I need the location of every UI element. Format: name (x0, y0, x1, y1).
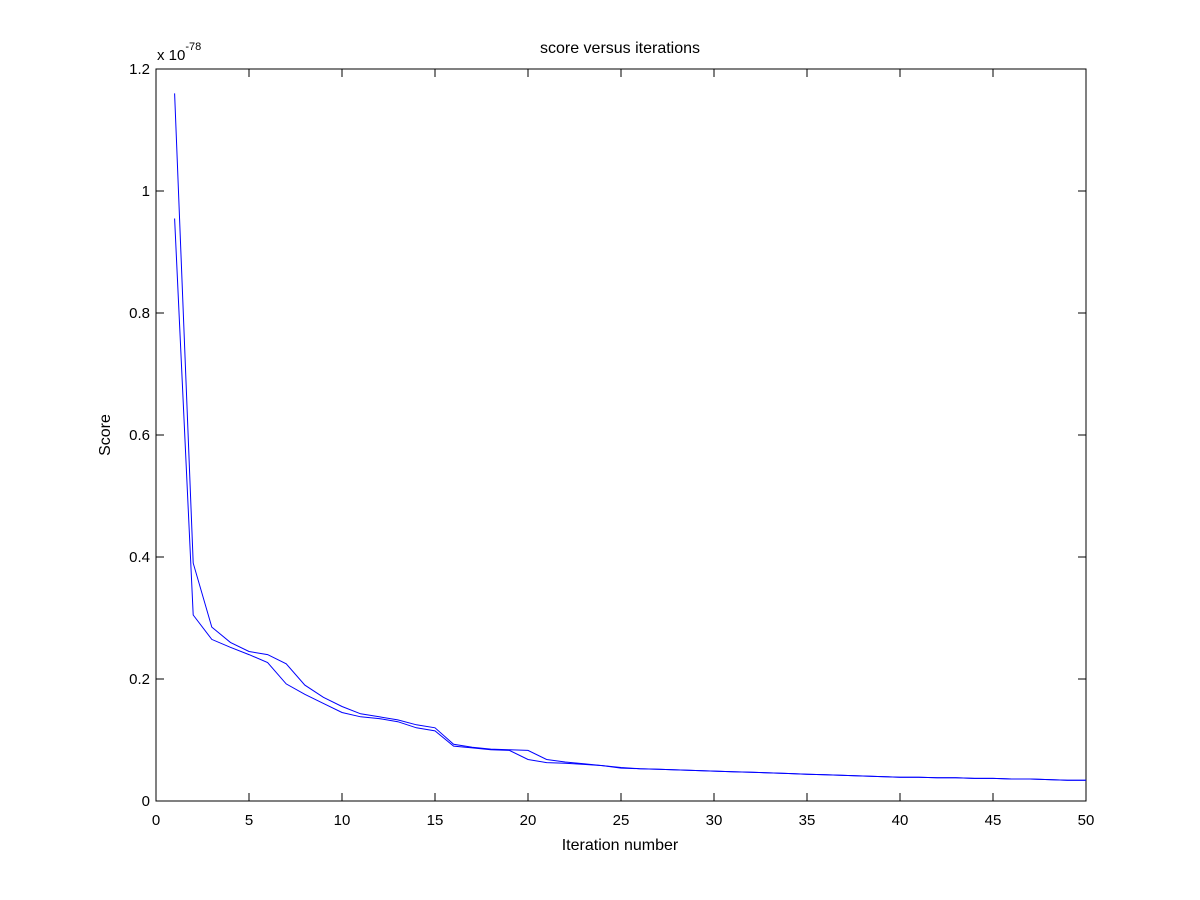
chart-title: score versus iterations (540, 40, 700, 57)
x-tick-label: 30 (706, 812, 723, 829)
x-axis-label: Iteration number (562, 837, 679, 854)
x-tick-label: 35 (799, 812, 816, 829)
x-tick-label: 15 (427, 812, 444, 829)
y-tick-label: 0.6 (129, 427, 150, 444)
y-tick-label: 0.2 (129, 671, 150, 688)
y-tick-label: 0.8 (129, 305, 150, 322)
x-tick-label: 45 (985, 812, 1002, 829)
exponent-label: x 10-78 (157, 41, 201, 64)
plot-lines (174, 93, 1086, 781)
y-tick-label: 0.4 (129, 549, 150, 566)
exponent-power: -78 (185, 41, 201, 53)
x-tick-label: 20 (520, 812, 537, 829)
x-tick-label: 40 (892, 812, 909, 829)
x-tick-label: 10 (334, 812, 351, 829)
x-tick-label: 0 (152, 812, 160, 829)
x-tick-label: 5 (245, 812, 253, 829)
y-axis-label: Score (97, 414, 114, 456)
x-tick-label: 50 (1078, 812, 1095, 829)
y-tick-label: 1 (142, 183, 150, 200)
y-tick-label: 0 (142, 793, 150, 810)
y-axis: 0 0.2 0.4 0.6 0.8 1 1.2 (129, 61, 1086, 810)
y-tick-label: 1.2 (129, 61, 150, 78)
series-line-2 (174, 218, 1086, 781)
x-axis: 0 5 10 15 20 25 30 35 40 45 50 (152, 69, 1095, 829)
exponent-base: x 10 (157, 47, 185, 64)
x-tick-label: 25 (613, 812, 630, 829)
